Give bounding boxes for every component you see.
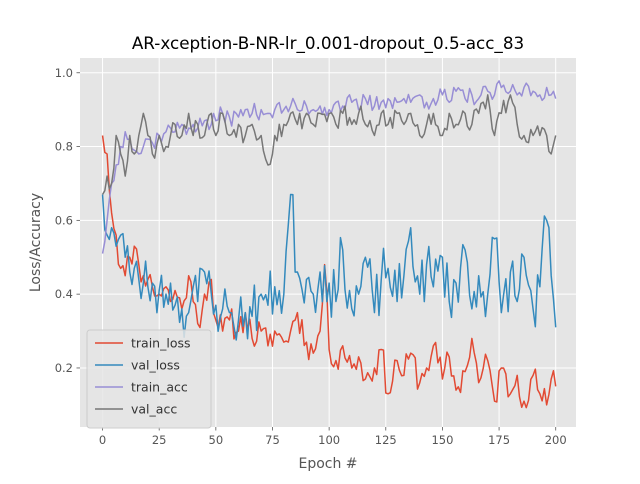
y-tick-label: 0.2 xyxy=(55,361,73,375)
x-tick-label: 125 xyxy=(375,433,397,447)
x-tick-label: 50 xyxy=(209,433,224,447)
legend: train_loss val_loss train_acc val_acc xyxy=(86,329,212,429)
chart-title: AR-xception-B-NR-lr_0.001-dropout_0.5-ac… xyxy=(132,33,524,54)
legend-label: train_loss xyxy=(131,336,191,351)
y-axis-label: Loss/Accuracy xyxy=(28,193,44,292)
series-lines xyxy=(101,80,557,409)
y-axis-ticks: 0.2 0.4 0.6 0.8 1.0 xyxy=(55,66,80,375)
series-line-val_acc xyxy=(101,94,557,195)
x-tick-label: 75 xyxy=(265,433,280,447)
x-tick-label: 0 xyxy=(99,433,106,447)
x-tick-label: 100 xyxy=(318,433,340,447)
x-tick-label: 150 xyxy=(431,433,453,447)
y-tick-label: 0.8 xyxy=(55,140,73,154)
legend-label: train_acc xyxy=(131,380,188,395)
x-tick-label: 25 xyxy=(152,433,167,447)
series-line-train_acc xyxy=(101,80,557,254)
y-tick-label: 0.6 xyxy=(55,213,73,227)
x-tick-label: 175 xyxy=(488,433,510,447)
legend-box xyxy=(86,329,212,429)
x-axis-label: Epoch # xyxy=(298,456,357,472)
legend-label: val_acc xyxy=(131,402,177,417)
y-tick-label: 0.4 xyxy=(55,287,73,301)
x-axis-ticks: 0 25 50 75 100 125 150 175 200 xyxy=(99,427,567,447)
legend-label: val_loss xyxy=(131,358,180,373)
y-tick-label: 1.0 xyxy=(55,66,73,80)
x-tick-label: 200 xyxy=(545,433,567,447)
series-line-val_loss xyxy=(101,193,557,341)
